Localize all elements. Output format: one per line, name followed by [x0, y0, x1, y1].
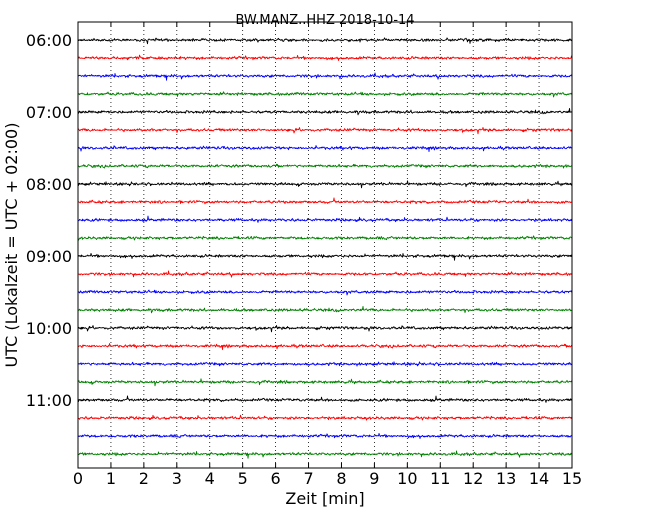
y-tick-label: 09:00 [26, 247, 72, 266]
y-tick-label: 07:00 [26, 103, 72, 122]
y-tick-label: 10:00 [26, 319, 72, 338]
seismic-trace [77, 306, 573, 314]
plot-frame [77, 21, 573, 469]
trace-layer [77, 37, 573, 459]
seismic-trace [77, 180, 573, 189]
seismic-trace [77, 145, 573, 152]
x-tick-label: 13 [496, 469, 516, 488]
tick-marks [77, 22, 573, 468]
seismic-trace [77, 197, 573, 205]
x-tick-label: 12 [463, 469, 483, 488]
seismic-trace [77, 54, 573, 61]
y-tick-label: 06:00 [26, 31, 72, 50]
y-tick-label: 08:00 [26, 175, 72, 194]
x-tick-label: 2 [139, 469, 149, 488]
seismic-trace [77, 252, 573, 261]
x-tick-label: 0 [73, 469, 83, 488]
seismic-trace [77, 91, 573, 98]
x-tick-label: 3 [172, 469, 182, 488]
seismic-trace [77, 378, 573, 387]
seismic-trace [77, 325, 573, 333]
x-axis-label: Zeit [min] [285, 489, 364, 508]
seismic-trace [77, 215, 573, 223]
x-tick-labels: 0 1 2 3 4 5 6 7 8 9 10 11 12 13 14 15 [73, 469, 582, 488]
seismic-trace [77, 450, 573, 459]
seismic-trace [77, 163, 573, 169]
seismic-trace [77, 108, 573, 116]
x-tick-label: 8 [336, 469, 346, 488]
x-tick-label: 10 [397, 469, 417, 488]
x-tick-label: 1 [106, 469, 116, 488]
seismic-trace [77, 127, 573, 135]
seismic-trace [77, 289, 573, 296]
seismic-trace [77, 361, 573, 367]
seismic-trace [77, 270, 573, 278]
y-tick-labels: 06:00 07:00 08:00 09:00 10:00 11:00 [26, 31, 72, 410]
seismic-trace [77, 395, 573, 403]
y-tick-label: 11:00 [26, 391, 72, 410]
x-tick-label: 15 [562, 469, 582, 488]
seismic-trace [77, 432, 573, 439]
x-tick-label: 14 [529, 469, 549, 488]
seismic-trace [77, 343, 573, 350]
x-tick-label: 11 [430, 469, 450, 488]
x-tick-label: 5 [238, 469, 248, 488]
seismic-trace [77, 37, 573, 45]
seismic-trace [77, 235, 573, 241]
seismic-trace [77, 72, 573, 81]
x-tick-label: 7 [303, 469, 313, 488]
x-tick-label: 6 [271, 469, 281, 488]
x-tick-label: 4 [205, 469, 215, 488]
y-axis-label: UTC (Lokalzeit = UTC + 02:00) [2, 123, 21, 368]
seismic-trace [77, 414, 573, 421]
x-tick-label: 9 [369, 469, 379, 488]
chart-title: BW.MANZ..HHZ 2018-10-14 [235, 13, 414, 28]
